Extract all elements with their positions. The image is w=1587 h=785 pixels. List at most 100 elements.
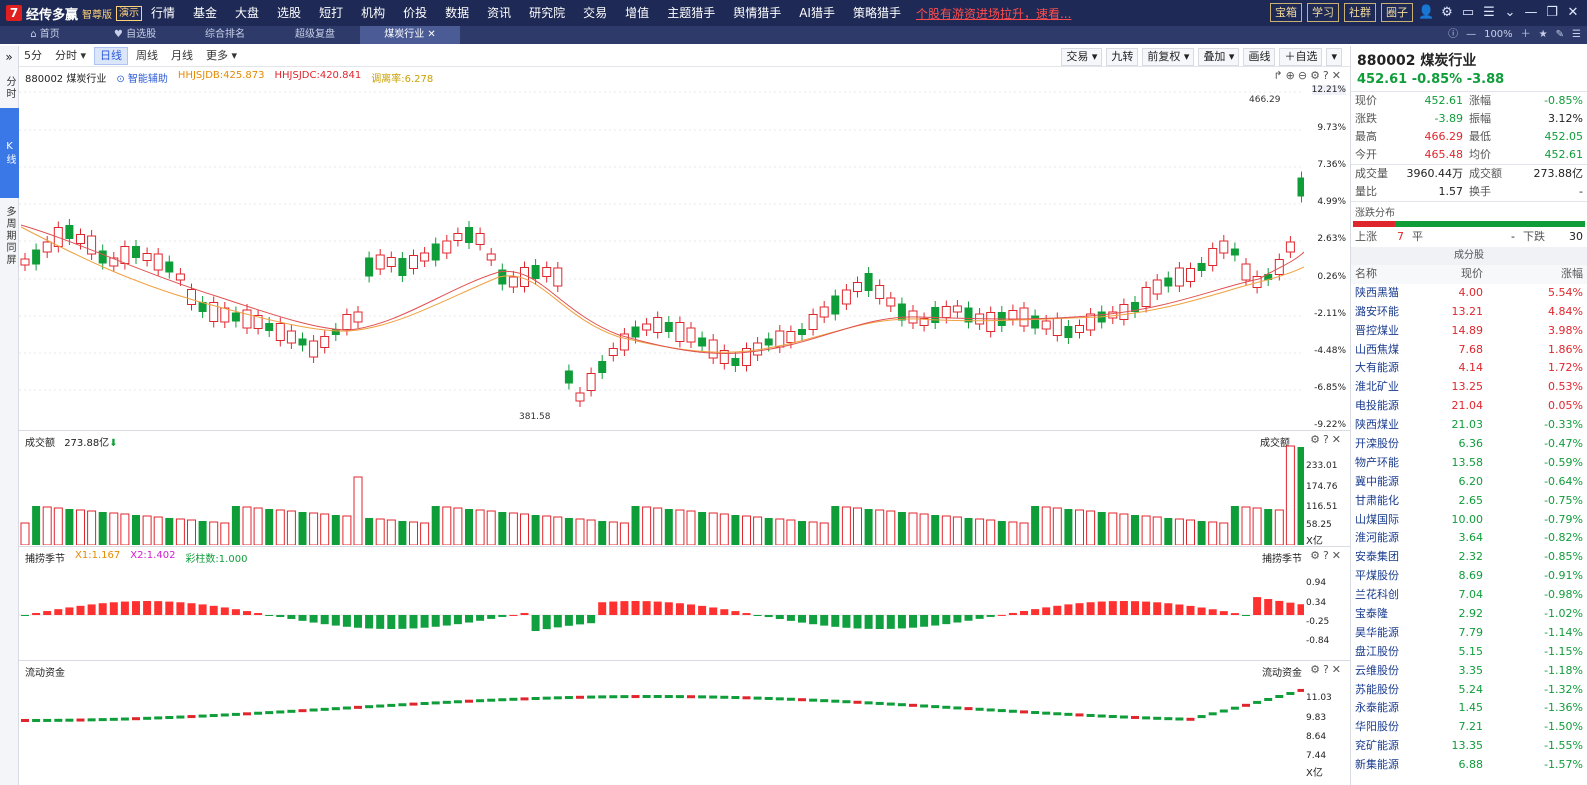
treasure-button[interactable]: 宝箱	[1270, 3, 1302, 22]
period-5min[interactable]: 5分	[24, 49, 42, 62]
menu-item[interactable]: 价投	[403, 6, 428, 20]
menu-item[interactable]: 基金	[193, 6, 218, 20]
member-row[interactable]: 兰花科创 7.04 -0.98%	[1351, 586, 1587, 605]
tab-coal-industry[interactable]: 煤炭行业 ✕	[360, 26, 460, 44]
indicator-hhjsjdb: HHJSJDB:425.873	[177, 70, 265, 81]
season-panel-tools[interactable]: ⚙?✕	[1310, 549, 1344, 562]
member-row[interactable]: 新集能源 6.88 -1.57%	[1351, 756, 1587, 775]
col-price[interactable]: 现价	[1461, 267, 1483, 280]
member-row[interactable]: 昊华能源 7.79 -1.14%	[1351, 624, 1587, 643]
volume-panel-tools[interactable]: ⚙?✕	[1310, 433, 1344, 446]
info-icon[interactable]: ⓘ	[1448, 29, 1459, 40]
tab-home[interactable]: ⌂ 首页	[30, 29, 60, 40]
menu-item[interactable]: 机构	[361, 6, 386, 20]
gear-icon[interactable]: ⚙	[1441, 5, 1453, 20]
member-row[interactable]: 苏能股份 5.24 -1.32%	[1351, 681, 1587, 700]
minimize-icon[interactable]: —	[1524, 5, 1538, 20]
member-row[interactable]: 安泰集团 2.32 -0.85%	[1351, 548, 1587, 567]
member-row[interactable]: 永泰能源 1.45 -1.36%	[1351, 699, 1587, 718]
tab-ranking[interactable]: 综合排名	[180, 26, 270, 44]
menu-item[interactable]: 数据	[445, 6, 470, 20]
member-row[interactable]: 盘江股份 5.15 -1.15%	[1351, 643, 1587, 662]
member-row[interactable]: 晋控煤业 14.89 3.98%	[1351, 322, 1587, 341]
nav-kline[interactable]: K线	[0, 108, 19, 198]
smart-assist-toggle[interactable]: ⊙ 智能辅助	[116, 74, 168, 85]
member-row[interactable]: 山煤国际 10.00 -0.79%	[1351, 511, 1587, 530]
tab-close-icon[interactable]: ✕	[427, 29, 436, 40]
period-daily[interactable]: 日线	[94, 47, 129, 65]
member-row[interactable]: 宝泰隆 2.92 -1.02%	[1351, 605, 1587, 624]
menu-item[interactable]: 主题猎手	[667, 6, 716, 20]
menu-item[interactable]: 大盘	[235, 6, 260, 20]
adjust-button[interactable]: 前复权 ▾	[1142, 48, 1195, 66]
member-row[interactable]: 兖矿能源 13.35 -1.55%	[1351, 737, 1587, 756]
volume-chart[interactable]	[19, 445, 1304, 545]
member-row[interactable]: 甘肃能化 2.65 -0.75%	[1351, 492, 1587, 511]
add-watchlist-button[interactable]: ＋自选	[1279, 48, 1323, 66]
zoom-out-icon[interactable]: —	[1466, 29, 1477, 40]
restore-icon[interactable]: ❐	[1546, 5, 1558, 20]
nine-turn-button[interactable]: 九转	[1106, 48, 1139, 66]
community-button[interactable]: 社群	[1344, 3, 1376, 22]
expand-left-icon[interactable]: »	[0, 46, 19, 68]
edit-icon[interactable]: ✎	[1555, 29, 1565, 40]
period-more[interactable]: 更多 ▾	[206, 49, 238, 62]
circle-button[interactable]: 圈子	[1381, 3, 1413, 22]
menu-item[interactable]: 短打	[319, 6, 344, 20]
col-change[interactable]: 涨幅	[1561, 267, 1583, 280]
member-row[interactable]: 开滦股份 6.36 -0.47%	[1351, 435, 1587, 454]
close-icon[interactable]: ✕	[1567, 5, 1579, 20]
member-row[interactable]: 淮北矿业 13.25 0.53%	[1351, 378, 1587, 397]
star-icon[interactable]: ★	[1538, 29, 1548, 40]
layout-icon[interactable]: ☰	[1483, 5, 1495, 20]
menu-item[interactable]: 舆情猎手	[733, 6, 782, 20]
menu-item[interactable]: AI猎手	[799, 6, 835, 20]
season-chart[interactable]	[19, 563, 1304, 659]
user-icon[interactable]: 👤	[1418, 5, 1435, 20]
member-row[interactable]: 陕西煤业 21.03 -0.33%	[1351, 416, 1587, 435]
member-row[interactable]: 物产环能 13.58 -0.59%	[1351, 454, 1587, 473]
period-weekly[interactable]: 周线	[136, 49, 159, 62]
trade-button[interactable]: 交易 ▾	[1061, 48, 1103, 66]
member-row[interactable]: 大有能源 4.14 1.72%	[1351, 359, 1587, 378]
overlay-button[interactable]: 叠加 ▾	[1198, 48, 1240, 66]
menu-item[interactable]: 增值	[625, 6, 650, 20]
member-row[interactable]: 华阳股份 7.21 -1.50%	[1351, 718, 1587, 737]
menu-item[interactable]: 交易	[583, 6, 608, 20]
member-row[interactable]: 陕西黑猫 4.00 5.54%	[1351, 284, 1587, 303]
member-price: 6.88	[1458, 758, 1484, 772]
tab-watchlist[interactable]: ♥ 自选股	[113, 29, 157, 40]
nav-intraday[interactable]: 分时	[4, 76, 15, 100]
season-bar	[1219, 611, 1228, 615]
list-icon[interactable]: ☰	[1572, 29, 1581, 40]
member-row[interactable]: 云维股份 3.35 -1.18%	[1351, 662, 1587, 681]
draw-line-button[interactable]: 画线	[1243, 48, 1276, 66]
window-icon[interactable]: ▭	[1461, 5, 1475, 20]
member-row[interactable]: 山西焦煤 7.68 1.86%	[1351, 341, 1587, 360]
col-name[interactable]: 名称	[1355, 267, 1377, 280]
menu-item[interactable]: 资讯	[487, 6, 512, 20]
period-monthly[interactable]: 月线	[171, 49, 194, 62]
chevron-down-icon[interactable]: ⌄	[1504, 5, 1516, 20]
period-intraday[interactable]: 分时 ▾	[55, 49, 87, 62]
member-row[interactable]: 电投能源 21.04 0.05%	[1351, 397, 1587, 416]
candlestick-chart[interactable]	[19, 87, 1304, 427]
flow-chart[interactable]	[19, 677, 1304, 783]
zoom-in-icon[interactable]: ＋	[1520, 29, 1531, 40]
tab-review[interactable]: 超级复盘	[270, 26, 360, 44]
learn-button[interactable]: 学习	[1307, 3, 1339, 22]
member-row[interactable]: 冀中能源 6.20 -0.64%	[1351, 473, 1587, 492]
news-ticker-link[interactable]: 个股有游资进场拉升，速看...	[915, 6, 1072, 21]
menu-item[interactable]: 研究院	[529, 6, 566, 20]
menu-item[interactable]: 行情	[151, 6, 176, 20]
member-row[interactable]: 淮河能源 3.64 -0.82%	[1351, 529, 1587, 548]
kline-panel-tools[interactable]: ↱⊕⊖⚙?✕	[1273, 69, 1344, 82]
candle-down	[1064, 326, 1073, 338]
member-row[interactable]: 潞安环能 13.21 4.84%	[1351, 303, 1587, 322]
nav-multi-period[interactable]: 多周期同屏	[4, 206, 15, 266]
menu-item[interactable]: 选股	[277, 6, 302, 20]
member-row[interactable]: 平煤股份 8.69 -0.91%	[1351, 567, 1587, 586]
menu-item[interactable]: 策略猎手	[852, 6, 901, 20]
more-dropdown[interactable]: ▾	[1326, 48, 1342, 66]
flow-panel-tools[interactable]: ⚙?✕	[1310, 663, 1344, 676]
